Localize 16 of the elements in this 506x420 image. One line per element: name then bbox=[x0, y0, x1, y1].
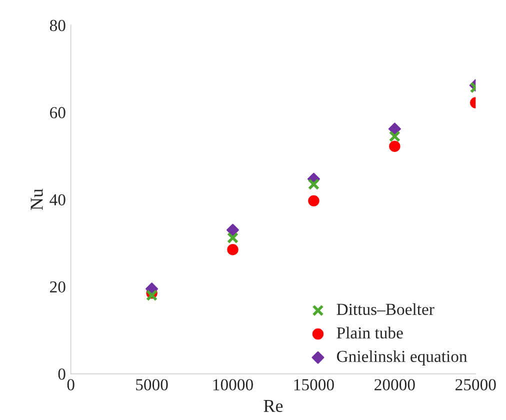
x-tick-label: 20000 bbox=[374, 379, 415, 390]
y-tick-label: 0 bbox=[58, 368, 66, 380]
y-tick-label: 80 bbox=[50, 20, 66, 32]
y-tick-label: 40 bbox=[50, 194, 66, 206]
x-tick-label: 0 bbox=[67, 379, 74, 390]
legend-label: Plain tube bbox=[336, 326, 403, 339]
y-tick-label: 60 bbox=[50, 107, 66, 118]
x-axis-title: Re bbox=[264, 400, 283, 412]
x-tick-label: 5000 bbox=[136, 379, 168, 390]
legend-label: Gnielinski equation bbox=[336, 350, 468, 366]
x-tick-label: 25000 bbox=[456, 379, 496, 390]
x-tick-label: 10000 bbox=[213, 379, 253, 390]
legend-label: Dittus–Boelter bbox=[336, 303, 434, 315]
y-axis-title: Nu bbox=[30, 188, 43, 210]
x-tick-label: 15000 bbox=[294, 379, 334, 390]
y-tick-label: 20 bbox=[50, 281, 66, 293]
